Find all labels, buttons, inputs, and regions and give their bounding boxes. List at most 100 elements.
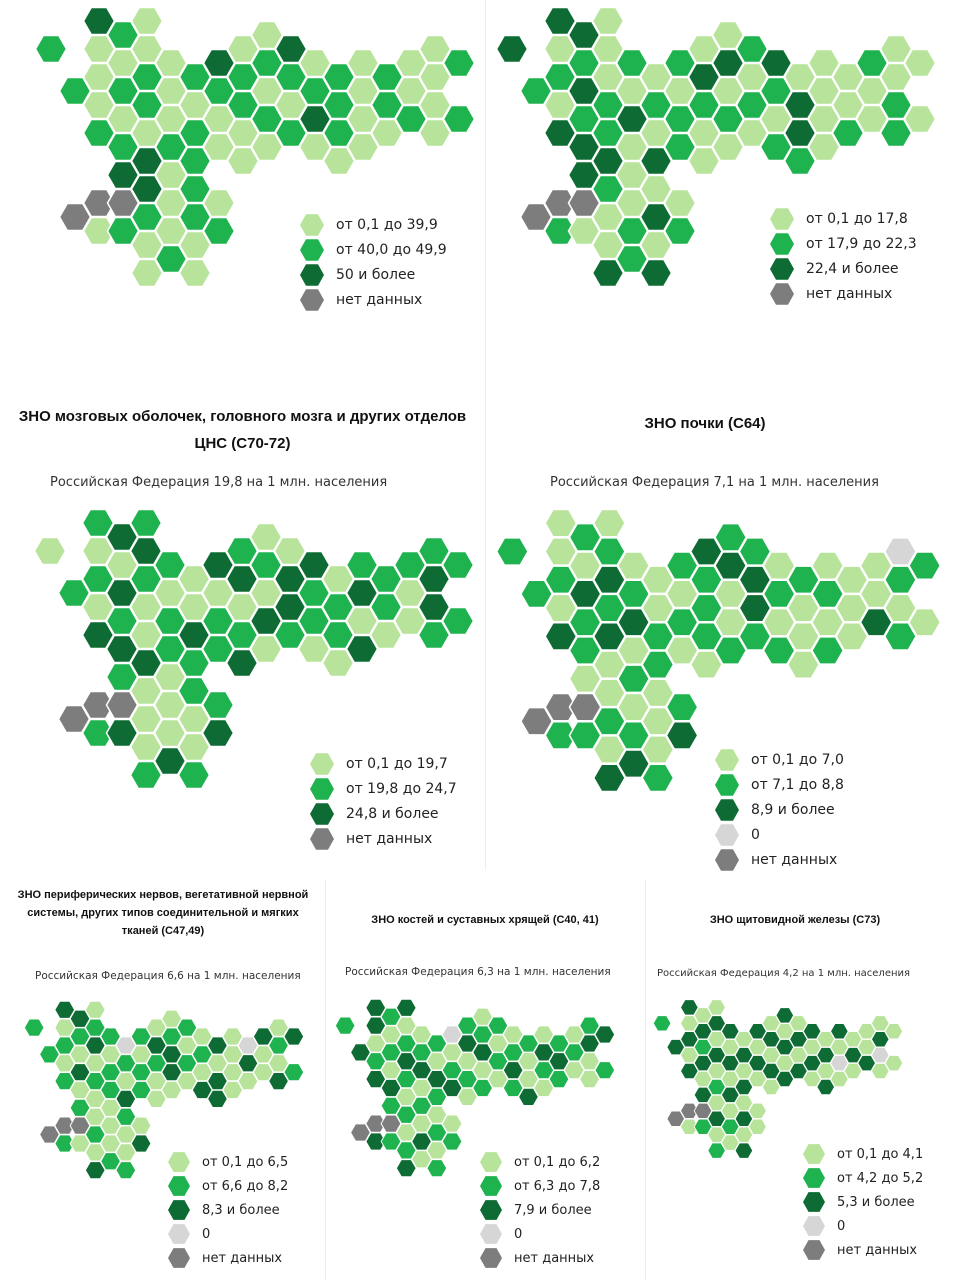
region-hex-3-13 — [693, 1102, 713, 1119]
map-panel-5: ЗНО периферических нервов, вегетативной … — [0, 880, 325, 1280]
region-hex-12-4 — [518, 1034, 539, 1053]
legend-item: 0 — [803, 1214, 923, 1238]
region-hex-16-4 — [883, 565, 917, 595]
region-hex-6-18 — [178, 258, 212, 288]
region-hex-6-18 — [639, 258, 673, 288]
region-hex-4-6 — [129, 592, 163, 622]
region-hex-5-9 — [154, 132, 188, 162]
region-hex-10-2 — [176, 1018, 198, 1037]
region-hex-4-12 — [591, 174, 625, 204]
region-hex-6-8 — [177, 620, 211, 650]
region-hex-5-7 — [100, 1063, 121, 1082]
region-hex-9-1 — [714, 522, 748, 552]
region-hex-4-8 — [84, 1072, 106, 1091]
legend-label: 8,9 и более — [751, 801, 835, 818]
region-hex-1-5 — [58, 76, 92, 106]
region-hex-7-7 — [441, 1061, 463, 1080]
region-hex-3-9 — [693, 1070, 713, 1088]
legend-label: от 6,6 до 8,2 — [202, 1178, 289, 1194]
region-hex-9-7 — [249, 606, 283, 636]
region-hex-4-6 — [592, 593, 626, 623]
region-hex-9-9 — [161, 1080, 183, 1100]
region-hex-8-10 — [761, 1078, 781, 1096]
region-hex-2-8 — [543, 118, 577, 148]
region-hex-9-5 — [250, 76, 284, 106]
region-hex-17-3 — [908, 551, 942, 581]
region-hex-10-6 — [274, 90, 308, 120]
region-hex-14-6 — [831, 90, 865, 120]
legend-swatch — [168, 1152, 190, 1172]
region-hex-3-13 — [568, 692, 602, 722]
legend-swatch-hex-icon — [715, 748, 739, 771]
legend-swatch — [480, 1176, 502, 1196]
legend-swatch — [803, 1168, 825, 1188]
region-hex-9-3 — [250, 48, 284, 78]
region-hex-5-5 — [615, 76, 649, 106]
legend-swatch-hex-icon — [715, 848, 739, 871]
region-hex-2-0 — [543, 6, 577, 36]
legend-label: от 40,0 до 49,9 — [336, 241, 447, 258]
legend-label: от 0,1 до 6,2 — [514, 1154, 601, 1170]
region-hex-0-2 — [23, 1018, 45, 1037]
hex-map — [495, 6, 937, 288]
region-hex-0-2 — [334, 1016, 356, 1035]
region-hex-5-11 — [720, 1086, 740, 1104]
region-hex-12-4 — [321, 564, 355, 594]
region-hex-8-8 — [145, 1072, 167, 1091]
region-hex-3-15 — [568, 720, 602, 750]
region-hex-13-3 — [222, 1027, 244, 1046]
region-hex-12-4 — [207, 1036, 228, 1055]
region-hex-8-6 — [761, 1047, 781, 1064]
region-hex-16-8 — [879, 118, 913, 148]
region-hex-3-7 — [380, 1061, 402, 1080]
region-hex-5-15 — [720, 1118, 740, 1135]
region-hex-2-4 — [54, 1036, 76, 1055]
region-hex-6-4 — [641, 565, 675, 595]
legend-swatch-hex-icon — [168, 1152, 190, 1172]
region-hex-3-7 — [693, 1054, 713, 1072]
region-hex-8-8 — [687, 118, 721, 148]
region-hex-6-16 — [641, 735, 675, 764]
legend-swatch — [715, 748, 739, 771]
region-hex-5-11 — [154, 160, 188, 190]
region-hex-4-10 — [592, 650, 626, 680]
region-hex-9-9 — [249, 634, 283, 664]
region-hex-3-11 — [105, 662, 139, 692]
region-hex-1-5 — [39, 1045, 60, 1064]
region-hex-6-12 — [178, 174, 212, 204]
legend-item: 0 — [480, 1222, 600, 1246]
region-hex-11-9 — [802, 1070, 822, 1088]
region-hex-10-2 — [735, 34, 769, 64]
legend-swatch — [300, 288, 324, 311]
legend-swatch — [480, 1248, 502, 1268]
region-hex-4-14 — [395, 1123, 417, 1142]
region-hex-4-2 — [591, 34, 625, 64]
region-hex-15-3 — [855, 48, 889, 78]
region-hex-8-8 — [761, 1062, 781, 1080]
region-hex-7-7 — [201, 606, 235, 636]
region-hex-3-9 — [105, 634, 139, 664]
region-hex-12-4 — [786, 565, 820, 595]
region-hex-5-9 — [615, 132, 649, 162]
legend-item: 0 — [168, 1222, 288, 1246]
region-hex-13-9 — [533, 1078, 555, 1098]
region-hex-7-9 — [130, 1080, 152, 1100]
region-hex-2-4 — [365, 1034, 387, 1053]
region-hex-16-2 — [870, 1015, 890, 1032]
region-hex-7-3 — [441, 1025, 463, 1044]
region-hex-15-5 — [394, 76, 428, 106]
legend-swatch-hex-icon — [770, 257, 794, 280]
region-hex-8-2 — [456, 1016, 478, 1035]
region-hex-2-6 — [54, 1054, 76, 1073]
region-hex-9-7 — [250, 104, 284, 134]
region-hex-7-3 — [748, 1023, 767, 1040]
region-hex-10-6 — [487, 1052, 509, 1071]
region-hex-3-5 — [106, 76, 140, 106]
region-hex-10-4 — [176, 1036, 198, 1055]
region-hex-6-6 — [426, 1052, 448, 1071]
region-hex-4-8 — [130, 118, 164, 148]
region-hex-7-13 — [663, 188, 697, 218]
legend-label: нет данных — [514, 1250, 595, 1266]
legend-item: от 17,9 до 22,3 — [770, 231, 917, 256]
region-hex-3-1 — [568, 522, 602, 552]
